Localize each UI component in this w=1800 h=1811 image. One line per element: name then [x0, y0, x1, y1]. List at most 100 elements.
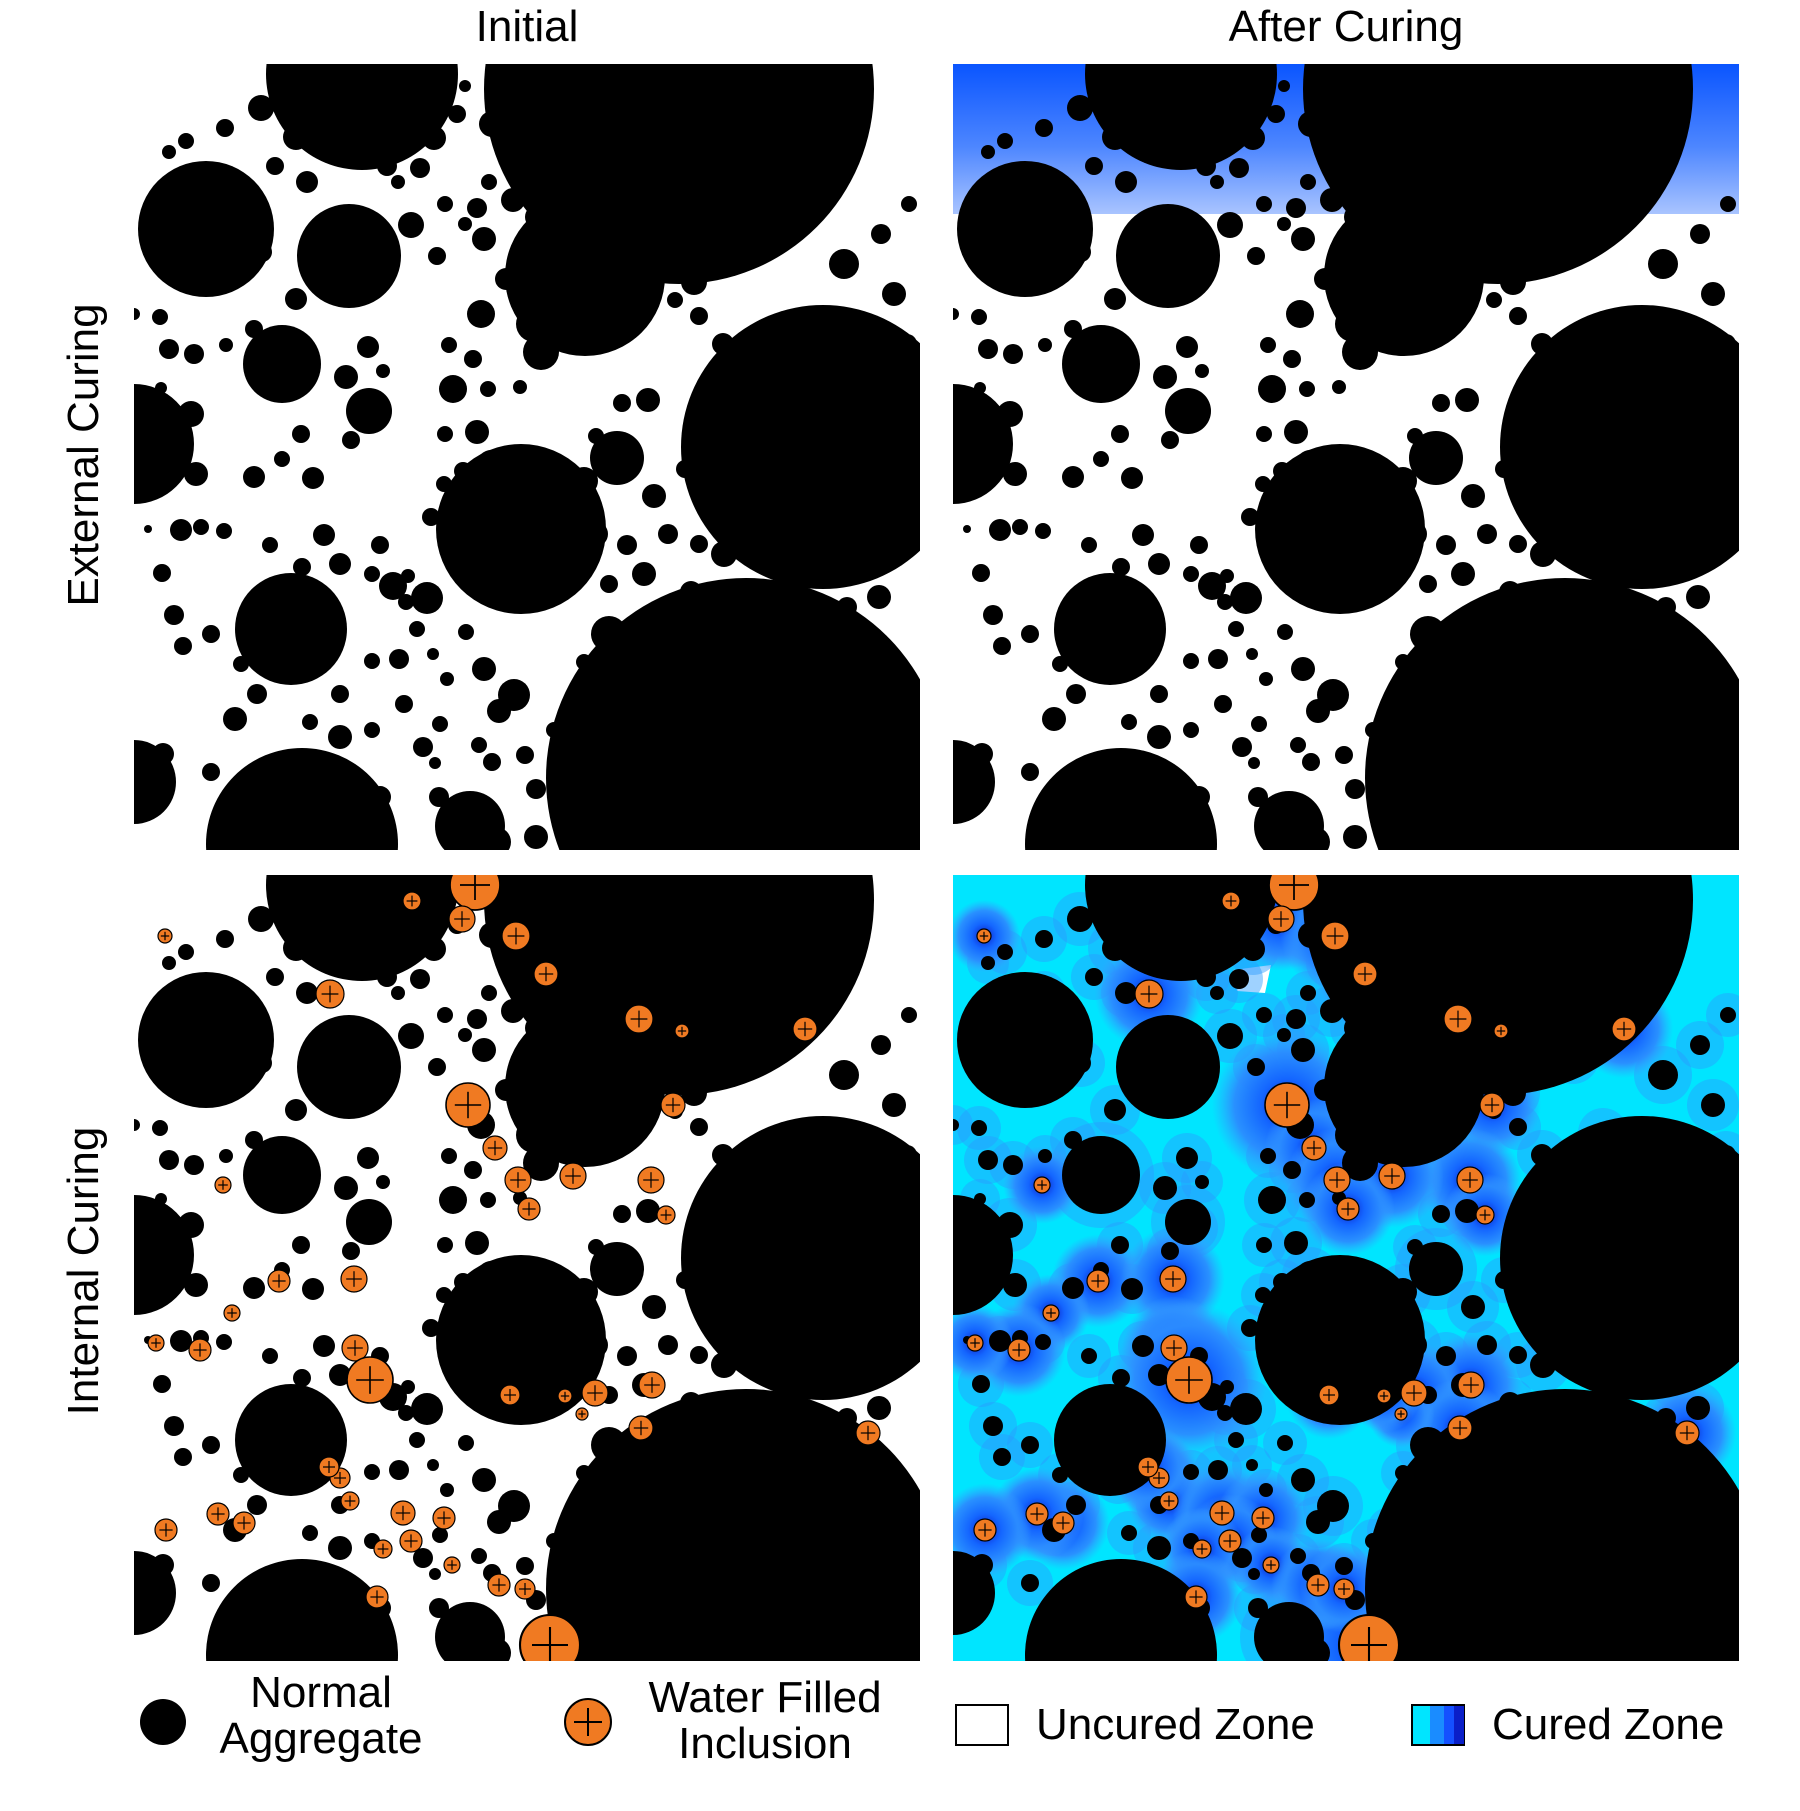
water-filled-inclusion — [390, 1500, 416, 1526]
aggregate-particle — [1267, 105, 1285, 123]
water-filled-inclusion — [1086, 1269, 1110, 1293]
aggregate-particle — [481, 174, 497, 190]
aggregate-particle — [302, 467, 324, 489]
aggregate-particle — [1460, 1058, 1482, 1080]
aggregate-particle — [193, 519, 209, 535]
aggregate-particle — [600, 575, 618, 593]
aggregate-particle — [429, 757, 441, 769]
aggregate-particle — [1509, 1346, 1527, 1364]
aggregate-particle — [1196, 156, 1216, 176]
aggregate-particle — [259, 608, 275, 624]
water-filled-inclusion — [1159, 1491, 1179, 1511]
aggregate-particle — [543, 1052, 575, 1084]
aggregate-particle — [155, 382, 167, 394]
aggregate-particle — [1150, 685, 1168, 703]
aggregate-particle — [1633, 1485, 1653, 1505]
aggregate-particle — [957, 972, 1093, 1108]
aggregate-particle — [436, 444, 606, 614]
water-filled-inclusion — [1479, 1092, 1505, 1118]
aggregate-particle — [243, 1136, 321, 1214]
aggregate-particle — [422, 937, 446, 961]
aggregate-particle — [1296, 450, 1324, 478]
aggregate-particle — [773, 1122, 795, 1144]
aggregate-particle — [283, 935, 309, 961]
aggregate-particle — [1248, 757, 1260, 769]
aggregate-particle — [641, 247, 663, 269]
aggregate-particle — [409, 1432, 425, 1448]
aggregate-particle — [1146, 209, 1174, 237]
aggregate-particle — [422, 1319, 440, 1337]
aggregate-particle — [1536, 615, 1554, 633]
aggregate-particle — [1241, 937, 1265, 961]
aggregate-particle — [289, 659, 309, 679]
aggregate-particle — [458, 1435, 474, 1451]
aggregate-particle — [235, 789, 261, 815]
aggregate-particle — [1256, 426, 1272, 442]
aggregate-particle — [711, 1352, 737, 1378]
aggregate-particle — [313, 1335, 335, 1357]
aggregate-particle — [566, 1570, 582, 1586]
normal-aggregate-icon — [140, 1699, 186, 1745]
aggregate-particle — [1148, 553, 1170, 575]
aggregate-particle — [562, 710, 580, 728]
aggregate-particle — [742, 235, 766, 259]
aggregate-particle — [501, 141, 523, 163]
aggregate-particle — [1409, 1242, 1463, 1296]
aggregate-particle — [1455, 388, 1479, 412]
aggregate-particle — [978, 339, 998, 359]
aggregate-particle — [1663, 562, 1683, 582]
water-filled-inclusion — [448, 905, 476, 933]
aggregate-particle — [1251, 716, 1267, 732]
aggregate-particle — [1362, 1052, 1394, 1084]
legend-water-line1: Water Filled — [648, 1673, 882, 1722]
aggregate-particle — [711, 541, 737, 567]
water-filled-inclusion — [341, 1334, 369, 1362]
aggregate-particle — [1306, 1510, 1330, 1534]
aggregate-particle — [897, 1605, 917, 1625]
aggregate-particle — [1553, 1168, 1577, 1192]
aggregate-particle — [1160, 929, 1178, 947]
aggregate-particle — [611, 693, 625, 707]
aggregate-particle — [437, 1007, 453, 1023]
aggregate-particle — [437, 196, 453, 212]
aggregate-particle — [398, 594, 414, 610]
water-filled-inclusion — [443, 1556, 461, 1574]
aggregate-particle — [1633, 674, 1653, 694]
aggregate-particle — [1283, 350, 1301, 368]
aggregate-particle — [1570, 447, 1588, 465]
aggregate-particle — [1477, 1335, 1497, 1355]
aggregate-particle — [544, 84, 564, 104]
aggregate-particle — [1291, 227, 1315, 251]
aggregate-particle — [1108, 1470, 1128, 1490]
aggregate-particle — [546, 1389, 920, 1661]
aggregate-particle — [877, 811, 903, 837]
aggregate-particle — [441, 337, 457, 353]
aggregate-particle — [953, 384, 1013, 504]
aggregate-particle — [1241, 126, 1265, 150]
aggregate-particle — [1430, 693, 1444, 707]
aggregate-particle — [1436, 1346, 1456, 1366]
aggregate-particle — [1342, 128, 1358, 144]
aggregate-particle — [480, 1192, 496, 1208]
water-filled-inclusion — [966, 1334, 984, 1352]
aggregate-particle — [709, 424, 729, 444]
water-filled-inclusion — [1134, 979, 1164, 1009]
aggregate-particle — [1686, 1396, 1710, 1420]
water-filled-inclusion — [346, 1356, 394, 1404]
aggregate-particle — [1592, 1122, 1614, 1144]
aggregate-particle — [957, 161, 1093, 297]
aggregate-particle — [1260, 1148, 1276, 1164]
aggregate-particle — [1720, 196, 1736, 212]
aggregate-particle — [1286, 198, 1306, 218]
aggregate-particle — [1370, 142, 1386, 158]
aggregate-particle — [1146, 1020, 1174, 1048]
aggregate-particle — [174, 637, 192, 655]
aggregate-particle — [1298, 922, 1324, 948]
aggregate-particle — [1275, 792, 1291, 808]
aggregate-particle — [1395, 654, 1411, 670]
aggregate-particle — [285, 1099, 307, 1121]
aggregate-particle — [1365, 1533, 1381, 1549]
aggregate-particle — [1137, 99, 1157, 119]
aggregate-particle — [1255, 1287, 1271, 1303]
aggregate-particle — [877, 1622, 903, 1648]
